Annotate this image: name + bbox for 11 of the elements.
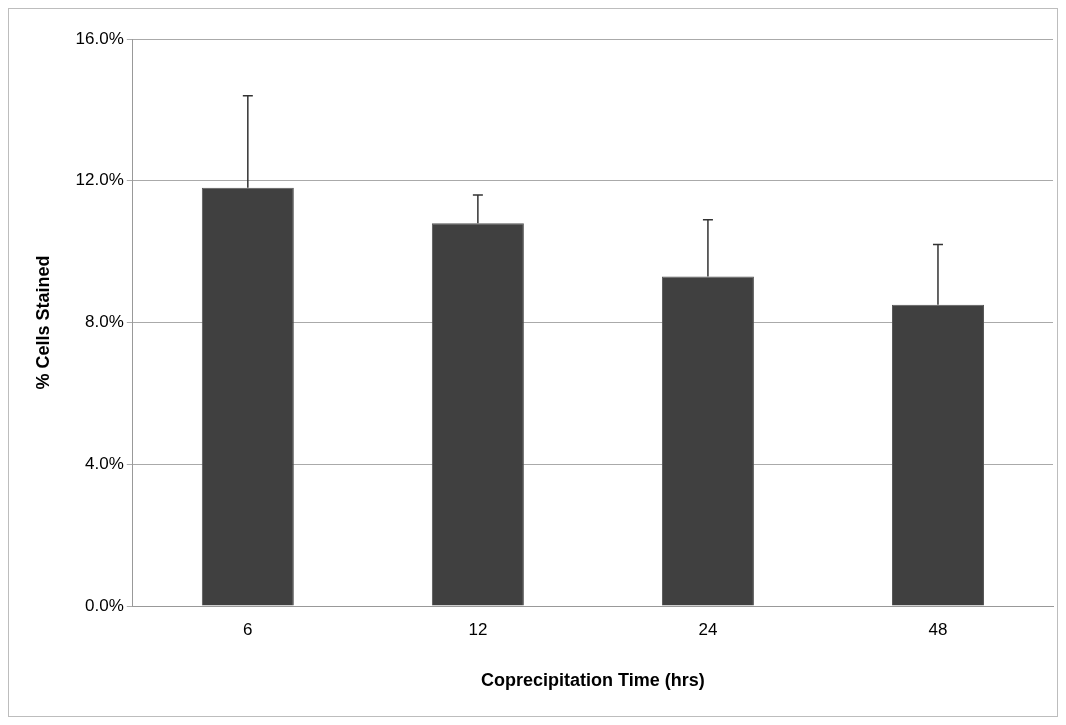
x-tick-label: 12 (468, 619, 488, 639)
y-tick-label: 16.0% (75, 28, 124, 48)
y-tick-label: 8.0% (85, 312, 124, 332)
x-tick-label: 24 (698, 619, 718, 639)
x-axis-title: Coprecipitation Time (hrs) (481, 670, 705, 691)
x-tick-label: 6 (243, 619, 253, 639)
y-tick-label: 12.0% (75, 170, 124, 190)
y-tick-label: 4.0% (85, 453, 124, 473)
y-axis-title: % Cells Stained (32, 255, 53, 390)
y-tick-label: 0.0% (85, 595, 124, 615)
x-tick-label: 48 (928, 619, 948, 639)
